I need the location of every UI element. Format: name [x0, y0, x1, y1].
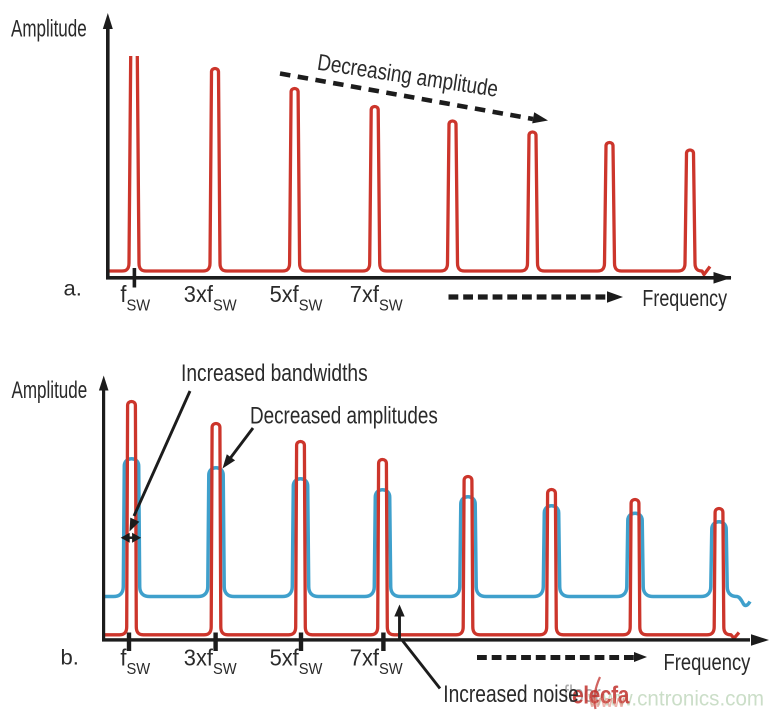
svg-text:elecfa: elecfa [572, 681, 630, 709]
svg-text:Frequency: Frequency [664, 650, 751, 675]
svg-text:Frequency: Frequency [642, 286, 727, 312]
svg-text:Increased noise: Increased noise [443, 680, 578, 708]
svg-text:Amplitude: Amplitude [12, 377, 88, 404]
svg-text:a.: a. [64, 277, 82, 300]
svg-text:www: www [588, 692, 625, 711]
svg-text:Increased bandwidths: Increased bandwidths [181, 359, 368, 387]
svg-text:Amplitude: Amplitude [11, 16, 87, 43]
svg-text:b.: b. [61, 646, 79, 669]
svg-text:Decreased amplitudes: Decreased amplitudes [250, 401, 438, 429]
svg-text:www.cntronics.com: www.cntronics.com [587, 687, 764, 710]
